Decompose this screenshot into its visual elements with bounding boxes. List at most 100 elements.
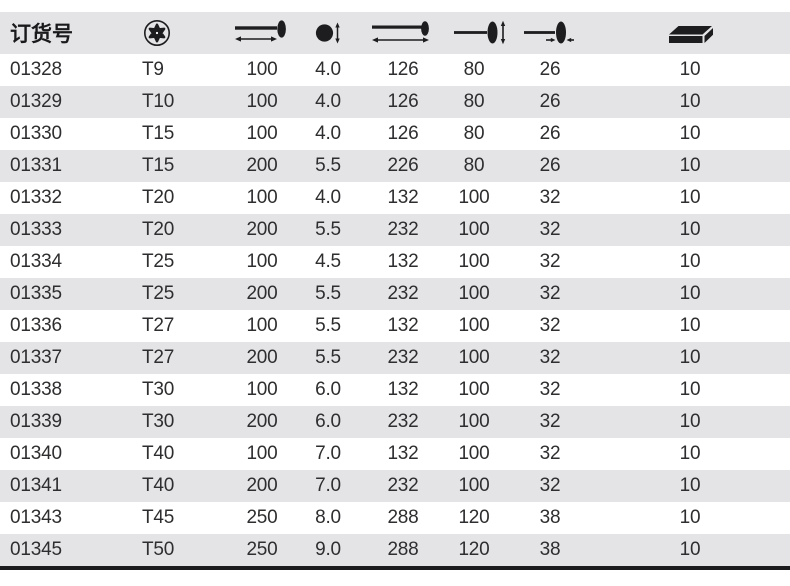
table-row: 01328 T9 100 4.0 126 80 26 10: [0, 54, 790, 86]
cell-total_length: 288: [387, 539, 419, 560]
cell-total_length: 132: [387, 315, 419, 336]
cell-handle_diameter: 26: [539, 59, 561, 80]
cell-torx_size: T25: [142, 283, 175, 304]
cell-blade_diameter: 5.5: [315, 155, 341, 176]
table-row: 01341 T40 200 7.0 232 100 32 10: [0, 470, 790, 502]
cell-blade_length: 100: [246, 315, 278, 336]
table-row: 01331 T15 200 5.5 226 80 26 10: [0, 150, 790, 182]
cell-blade_length: 200: [246, 219, 278, 240]
handle-diameter-icon: [494, 12, 606, 54]
cell-torx_size: T25: [142, 251, 175, 272]
cell-handle_length: 100: [458, 283, 490, 304]
cell-blade_diameter: 5.5: [315, 315, 341, 336]
cell-total_length: 126: [387, 91, 419, 112]
cell-handle_length: 100: [458, 411, 490, 432]
cell-order_no: 01333: [10, 219, 62, 240]
cell-handle_diameter: 26: [539, 91, 561, 112]
cell-blade_length: 200: [246, 411, 278, 432]
cell-handle_diameter: 32: [539, 187, 561, 208]
cell-handle_length: 100: [458, 379, 490, 400]
cell-total_length: 232: [387, 347, 419, 368]
row-spacer: [774, 374, 790, 406]
cell-torx_size: T40: [142, 443, 175, 464]
table-row: 01334 T25 100 4.5 132 100 32 10: [0, 246, 790, 278]
cell-torx_size: T20: [142, 219, 175, 240]
cell-blade_diameter: 4.0: [315, 123, 341, 144]
row-spacer: [774, 278, 790, 310]
cell-total_length: 132: [387, 379, 419, 400]
blade-diameter-icon: [304, 12, 352, 54]
cell-blade_diameter: 4.0: [315, 91, 341, 112]
row-spacer: [774, 342, 790, 374]
cell-blade_diameter: 5.5: [315, 219, 341, 240]
cell-handle_diameter: 32: [539, 379, 561, 400]
cell-blade_diameter: 7.0: [315, 443, 341, 464]
cell-order_no: 01337: [10, 347, 62, 368]
cell-blade_length: 250: [246, 507, 278, 528]
cell-handle_length: 100: [458, 251, 490, 272]
table-row: 01330 T15 100 4.0 126 80 26 10: [0, 118, 790, 150]
cell-order_no: 01329: [10, 91, 62, 112]
cell-blade_length: 100: [246, 443, 278, 464]
cell-order_no: 01328: [10, 59, 62, 80]
handle-length-icon: [454, 12, 506, 54]
cell-blade_length: 200: [246, 155, 278, 176]
cell-order_no: 01330: [10, 123, 62, 144]
cell-pack_qty: 10: [679, 379, 701, 400]
cell-pack_qty: 10: [679, 475, 701, 496]
cell-blade_diameter: 6.0: [315, 411, 341, 432]
cell-torx_size: T20: [142, 187, 175, 208]
table-row: 01343 T45 250 8.0 288 120 38 10: [0, 502, 790, 534]
cell-handle_diameter: 32: [539, 347, 561, 368]
cell-pack_qty: 10: [679, 91, 701, 112]
table-row: 01329 T10 100 4.0 126 80 26 10: [0, 86, 790, 118]
cell-handle_length: 80: [463, 155, 485, 176]
cell-handle_length: 80: [463, 59, 485, 80]
spec-table: 订货号: [0, 12, 790, 566]
cell-handle_length: 80: [463, 123, 485, 144]
row-spacer: [774, 182, 790, 214]
order-number-header: 订货号: [10, 23, 73, 46]
cell-blade_diameter: 4.0: [315, 187, 341, 208]
cell-blade_length: 200: [246, 475, 278, 496]
table-row: 01333 T20 200 5.5 232 100 32 10: [0, 214, 790, 246]
cell-handle_length: 100: [458, 315, 490, 336]
cell-handle_diameter: 32: [539, 251, 561, 272]
cell-torx_size: T9: [142, 59, 164, 80]
cell-total_length: 288: [387, 507, 419, 528]
header-row: 订货号: [0, 12, 790, 54]
cell-torx_size: T27: [142, 347, 175, 368]
cell-pack_qty: 10: [679, 507, 701, 528]
cell-blade_diameter: 5.5: [315, 283, 341, 304]
cell-pack_qty: 10: [679, 411, 701, 432]
cell-handle_length: 100: [458, 187, 490, 208]
table-row: 01339 T30 200 6.0 232 100 32 10: [0, 406, 790, 438]
row-spacer: [774, 310, 790, 342]
cell-handle_diameter: 38: [539, 507, 561, 528]
cell-blade_diameter: 4.5: [315, 251, 341, 272]
cell-pack_qty: 10: [679, 315, 701, 336]
cell-torx_size: T30: [142, 411, 175, 432]
cell-total_length: 232: [387, 411, 419, 432]
cell-handle_diameter: 26: [539, 155, 561, 176]
table-row: 01338 T30 100 6.0 132 100 32 10: [0, 374, 790, 406]
table-row: 01335 T25 200 5.5 232 100 32 10: [0, 278, 790, 310]
table-row: 01336 T27 100 5.5 132 100 32 10: [0, 310, 790, 342]
cell-torx_size: T45: [142, 507, 175, 528]
cell-order_no: 01338: [10, 379, 62, 400]
table-row: 01345 T50 250 9.0 288 120 38 10: [0, 534, 790, 566]
header-spacer: [774, 12, 790, 54]
cell-handle_length: 80: [463, 91, 485, 112]
cell-pack_qty: 10: [679, 155, 701, 176]
cell-order_no: 01332: [10, 187, 62, 208]
cell-handle_length: 100: [458, 219, 490, 240]
cell-order_no: 01339: [10, 411, 62, 432]
cell-total_length: 232: [387, 283, 419, 304]
cell-handle_length: 120: [458, 507, 490, 528]
cell-handle_length: 120: [458, 539, 490, 560]
row-spacer: [774, 54, 790, 86]
cell-torx_size: T15: [142, 123, 175, 144]
cell-order_no: 01343: [10, 507, 62, 528]
spec-table-body: 01328 T9 100 4.0 126 80 26 10 01329 T10 100 4.0 126 8…: [0, 54, 790, 566]
row-spacer: [774, 246, 790, 278]
